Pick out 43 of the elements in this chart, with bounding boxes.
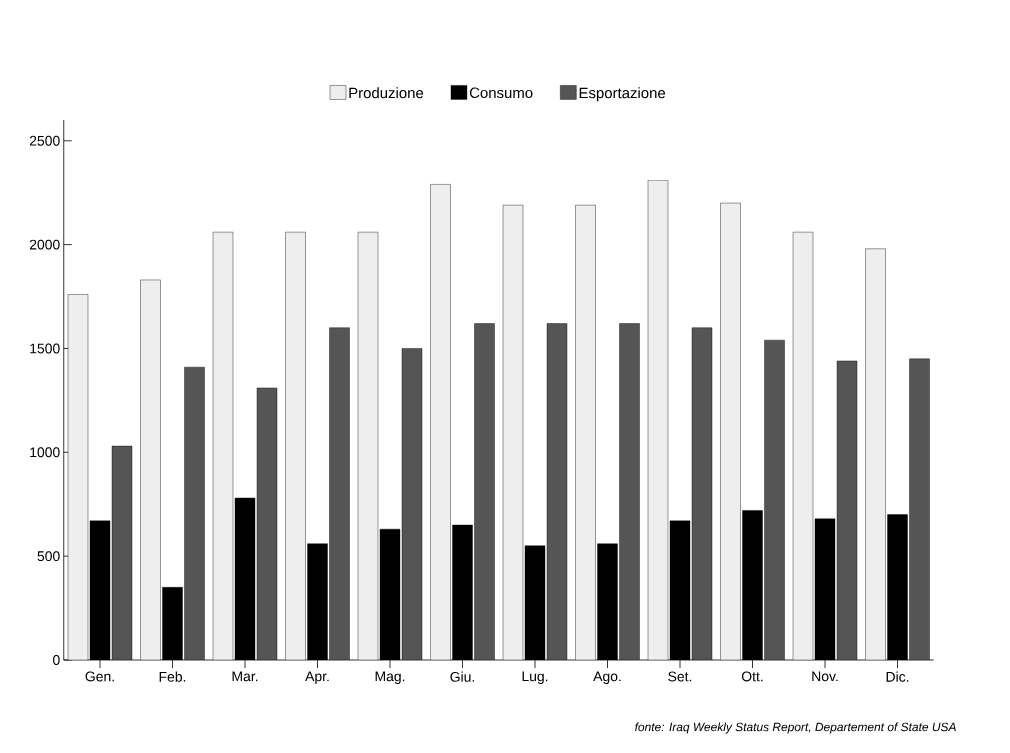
source-note: fonte: Iraq Weekly Status Report, Departement of State USA [635,722,956,734]
bar [575,204,596,660]
bar [865,248,886,660]
legend-label: Produzione [349,87,424,99]
bar [691,327,713,660]
bar [184,366,205,660]
x-tick-label: Dic. [886,671,909,682]
x-tick-label: Mag. [375,671,405,685]
x-tick-label: Apr. [305,671,329,685]
bar [212,231,234,660]
x-tick-label: Giu. [450,671,475,682]
y-tick-label: 1000 [30,447,60,458]
y-tick-label: 2000 [29,239,60,250]
y-tick-label: 0 [53,655,60,665]
bar [720,202,741,660]
x-tick-label: Lug. [522,671,548,685]
legend-label: Consumo [469,87,533,99]
bar [329,327,350,660]
bar [909,358,930,660]
x-tick-label: Feb. [159,671,186,682]
x-tick-label: Nov. [812,671,838,682]
x-tick-label: Ott. [741,671,763,682]
x-tick-label: Gen. [85,671,114,682]
bar [67,294,89,660]
legend-label: Esportazione [579,87,666,102]
y-tick-label: 1500 [30,343,60,354]
bar [430,184,451,660]
bar [502,204,524,660]
bar [764,339,785,660]
bar [647,180,669,660]
y-tick-label: 500 [37,551,60,562]
y-tick-label: 2500 [29,135,60,146]
x-tick-label: Mar. [232,671,258,682]
bar [285,231,306,660]
bar [357,231,379,660]
x-tick-label: Ago. [593,671,621,685]
bar [474,323,495,660]
x-tick-label: Set. [668,671,692,682]
bar [619,323,640,660]
bar [792,231,814,660]
bar [140,279,161,660]
bar [546,323,568,660]
bar [401,348,423,660]
